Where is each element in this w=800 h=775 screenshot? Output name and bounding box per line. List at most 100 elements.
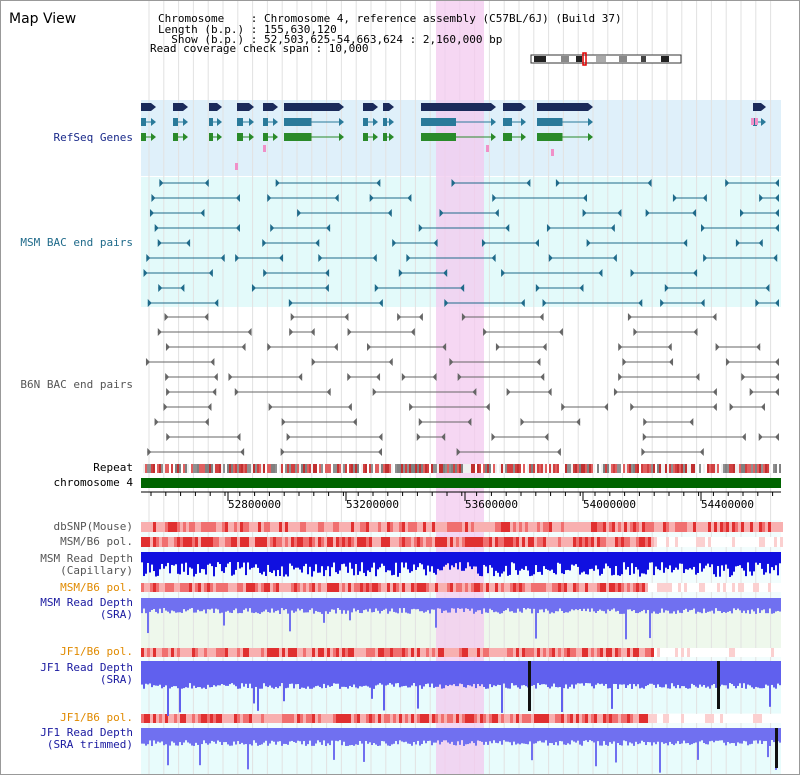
heat-cell: [333, 648, 336, 657]
heat-cell: [666, 714, 669, 723]
heat-cell: [261, 648, 264, 657]
heat-cell: [528, 583, 531, 592]
heat-cell: [477, 522, 480, 532]
depth-bar: [713, 552, 715, 575]
depth-bar: [515, 552, 517, 571]
depth-bar: [591, 598, 593, 609]
depth-bar: [439, 661, 441, 685]
heat-cell: [741, 537, 744, 547]
depth-bar: [321, 728, 323, 745]
heat-cell: [507, 648, 510, 657]
heat-cell: [780, 522, 783, 532]
depth-bar: [239, 552, 241, 569]
depth-bar: [149, 728, 151, 741]
repeat-element: [727, 464, 729, 473]
heat-cell: [504, 537, 507, 547]
depth-bar: [557, 728, 559, 746]
depth-bar: [155, 598, 157, 612]
heat-cell: [303, 537, 306, 547]
depth-bar: [577, 598, 579, 611]
heat-cell: [216, 583, 219, 592]
depth-bar: [217, 598, 219, 610]
heat-cell: [546, 522, 549, 532]
heat-cell: [699, 583, 702, 592]
depth-bar: [767, 598, 769, 614]
depth-bar: [569, 728, 571, 745]
heat-cell: [498, 714, 501, 723]
repeat-element: [525, 464, 527, 473]
heat-cell: [435, 537, 438, 547]
refseq-genes-label[interactable]: RefSeq Genes: [53, 131, 133, 144]
depth-bar: [771, 598, 773, 614]
heat-cell: [672, 714, 675, 723]
depth-bar: [663, 728, 665, 744]
heat-cell: [705, 537, 708, 547]
heat-cell: [282, 583, 285, 592]
repeat-element: [459, 464, 461, 473]
depth-bar: [767, 661, 769, 686]
msm-bac-pair-end: [220, 254, 225, 262]
msm-bac-pair-end: [692, 209, 697, 217]
repeat-element: [281, 464, 283, 473]
heat-cell: [696, 583, 699, 592]
depth-bar: [205, 552, 207, 575]
depth-bar: [377, 661, 379, 685]
repeat-element: [201, 464, 203, 473]
heat-cell: [162, 583, 165, 592]
depth-bar: [261, 552, 263, 575]
heat-cell: [768, 522, 771, 532]
b6n-bac-pair-end: [642, 433, 647, 441]
heat-cell: [771, 583, 774, 592]
heat-cell: [213, 648, 216, 657]
depth-bar: [491, 598, 493, 611]
depth-bar: [763, 661, 765, 689]
repeat-element: [213, 464, 215, 473]
heat-cell: [687, 648, 690, 657]
depth-bar: [573, 598, 575, 611]
repeat-element: [747, 464, 749, 473]
repeat-element: [749, 464, 751, 473]
msm-bac-pair-end: [693, 269, 698, 277]
heat-cell: [309, 648, 312, 657]
heat-cell: [342, 714, 345, 723]
heat-cell: [657, 522, 660, 532]
msm-bac-pair-end: [418, 224, 423, 232]
msm-bac-label[interactable]: MSM BAC end pairs: [20, 236, 133, 249]
depth-bar: [609, 728, 611, 743]
depth-bar: [599, 661, 601, 685]
heat-cell: [438, 522, 441, 532]
heat-cell: [396, 583, 399, 592]
heat-cell: [282, 522, 285, 532]
heat-cell: [678, 583, 681, 592]
heat-cell: [534, 583, 537, 592]
heat-cell: [624, 648, 627, 657]
heat-cell: [285, 537, 288, 547]
heat-cell: [498, 537, 501, 547]
heat-cell: [411, 537, 414, 547]
heat-cell: [765, 522, 768, 532]
depth-bar: [233, 552, 235, 575]
repeat-element: [719, 464, 721, 473]
heat-cell: [330, 583, 333, 592]
depth-bar: [649, 661, 651, 684]
heat-cell: [249, 522, 252, 532]
heat-cell: [684, 648, 687, 657]
depth-bar: [171, 552, 173, 565]
heat-cell: [696, 648, 699, 657]
heat-cell: [546, 537, 549, 547]
heat-cell: [714, 714, 717, 723]
b6n-bac-label[interactable]: B6N BAC end pairs: [20, 378, 133, 391]
depth-bar: [485, 552, 487, 567]
heat-cell: [759, 522, 762, 532]
heat-cell: [147, 648, 150, 657]
depth-bar: [693, 661, 695, 686]
depth-bar: [693, 552, 695, 567]
heat-cell: [309, 583, 312, 592]
heat-cell: [213, 537, 216, 547]
heat-cell: [780, 648, 783, 657]
depth-bar: [525, 728, 527, 744]
heat-cell: [348, 714, 351, 723]
repeat-element: [183, 464, 185, 473]
heat-cell: [345, 583, 348, 592]
